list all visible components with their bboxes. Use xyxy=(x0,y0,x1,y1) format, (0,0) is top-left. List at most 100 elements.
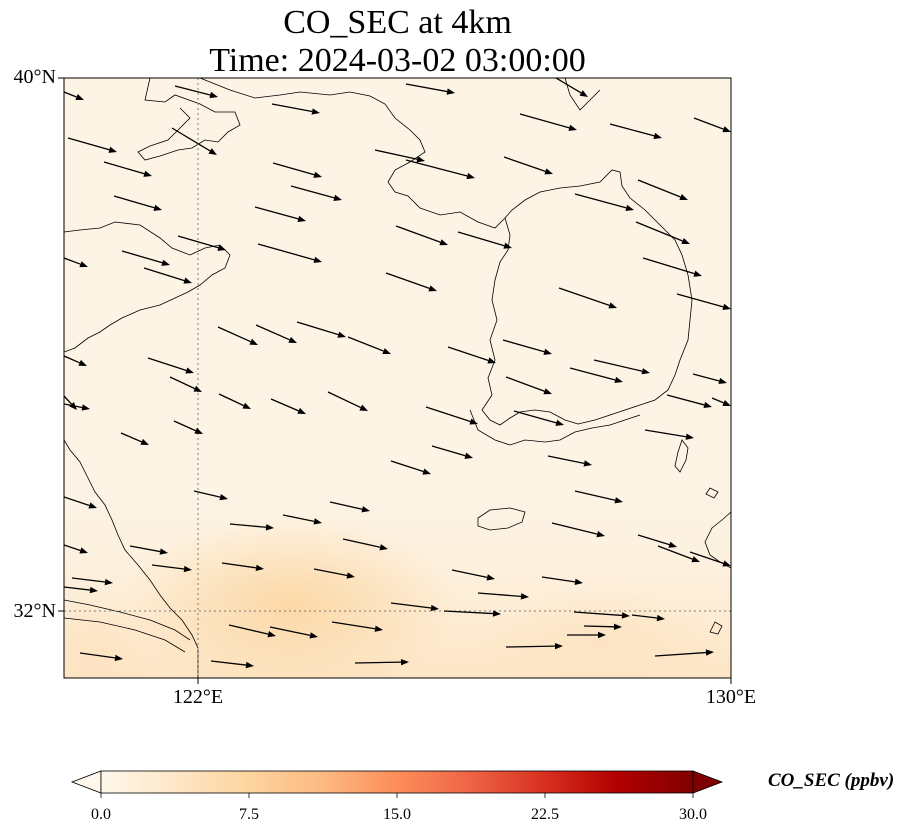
wind-arrow xyxy=(635,221,690,244)
map-title-line2: Time: 2024-03-02 03:00:00 xyxy=(209,42,586,79)
wind-arrow xyxy=(567,631,606,639)
coastline-shandong xyxy=(64,221,231,353)
wind-arrow xyxy=(693,117,731,133)
coastline-yellow-sea-north xyxy=(564,78,601,111)
wind-arrow xyxy=(443,610,501,617)
wind-arrow xyxy=(666,394,712,409)
wind-arrow xyxy=(477,592,529,600)
wind-arrow xyxy=(113,195,162,211)
wind-arrow xyxy=(64,91,84,100)
wind-arrow xyxy=(631,614,665,622)
wind-arrow xyxy=(331,621,383,632)
colorbar-tick-0: 0.0 xyxy=(91,806,111,823)
colorbar-extend-min xyxy=(70,770,102,794)
wind-arrow xyxy=(676,293,731,310)
wind-arrow xyxy=(574,193,634,211)
coastline-yangtze-estuary xyxy=(64,599,191,653)
wind-arrow xyxy=(329,501,370,513)
colorbar-tick-15: 15.0 xyxy=(383,806,411,823)
wind-arrow xyxy=(270,398,306,414)
wind-arrow xyxy=(374,149,425,163)
wind-arrow xyxy=(644,429,694,440)
wind-arrow xyxy=(451,569,495,581)
wind-arrow xyxy=(654,649,714,657)
wind-arrow xyxy=(519,113,577,131)
wind-arrow xyxy=(257,243,322,263)
wind-arrow xyxy=(129,545,168,555)
colorbar-extend-max xyxy=(692,770,724,794)
wind-arrow xyxy=(502,339,552,355)
wind-arrow xyxy=(296,321,346,338)
wind-vectors xyxy=(64,78,731,669)
wind-arrow xyxy=(151,564,192,573)
wind-arrow xyxy=(395,225,448,246)
wind-arrow xyxy=(210,660,254,669)
wind-arrow xyxy=(217,326,258,345)
colorbar-title: CO_SEC (ppbv) xyxy=(768,770,895,791)
wind-arrow xyxy=(505,642,563,650)
wind-arrow xyxy=(177,235,226,251)
wind-arrow xyxy=(64,586,98,594)
wind-arrow xyxy=(221,562,264,572)
wind-arrow xyxy=(169,376,202,392)
wind-arrow xyxy=(574,490,623,504)
wind-arrow xyxy=(271,103,320,115)
wind-arrow xyxy=(689,551,731,567)
wind-arrow xyxy=(347,336,391,355)
wind-arrow xyxy=(385,272,437,292)
wind-arrow xyxy=(313,568,355,579)
wind-arrow xyxy=(711,397,731,406)
wind-arrow xyxy=(64,257,88,268)
wind-arrow xyxy=(64,496,97,509)
gridlines xyxy=(64,78,731,678)
wind-arrow xyxy=(390,602,439,612)
wind-arrow xyxy=(272,162,322,178)
wind-arrow xyxy=(431,445,473,459)
wind-arrow xyxy=(64,355,87,366)
wind-arrow xyxy=(447,346,496,364)
wind-arrow xyxy=(254,206,306,222)
wind-arrow xyxy=(79,652,123,662)
wind-arrow xyxy=(67,137,117,153)
wind-arrow xyxy=(218,393,251,409)
colorbar-tick-22-5: 22.5 xyxy=(531,806,559,823)
wind-arrow xyxy=(405,83,455,95)
wind-arrow xyxy=(642,257,702,277)
wind-arrow xyxy=(505,376,552,395)
coastline-jiangsu xyxy=(64,439,199,678)
wind-arrow xyxy=(193,490,228,501)
co-field xyxy=(64,78,731,678)
wind-arrow xyxy=(637,534,677,548)
wind-arrow xyxy=(569,367,623,384)
wind-arrow xyxy=(327,391,368,411)
wind-arrow xyxy=(342,538,388,551)
wind-arrow xyxy=(390,460,431,475)
wind-arrow xyxy=(573,611,630,619)
coastline-liaoning xyxy=(137,78,241,161)
coastline-korea-south xyxy=(469,409,641,446)
wind-arrow xyxy=(405,159,475,180)
wind-arrow xyxy=(269,626,318,639)
lat-label-32n: 32°N xyxy=(13,600,56,622)
lon-label-122e: 122°E xyxy=(172,686,224,708)
island-tsushima xyxy=(674,439,689,473)
coastline-korea-west xyxy=(481,217,579,426)
wind-arrow xyxy=(354,658,409,666)
wind-arrow xyxy=(121,250,170,266)
wind-arrow xyxy=(555,78,588,97)
wind-arrow xyxy=(583,623,622,630)
wind-arrow xyxy=(103,161,152,177)
map-title-line1: CO_SEC at 4km xyxy=(283,4,512,41)
wind-arrow xyxy=(290,185,342,201)
wind-arrow xyxy=(147,357,194,374)
wind-arrow xyxy=(637,179,688,200)
island-jeju xyxy=(477,507,526,531)
wind-arrow xyxy=(120,432,149,445)
wind-arrow xyxy=(229,523,274,531)
map-frame xyxy=(63,77,732,679)
colorbar-tick-30: 30.0 xyxy=(679,806,707,823)
wind-arrow xyxy=(513,410,564,426)
wind-arrow xyxy=(64,544,88,554)
wind-arrow xyxy=(64,403,90,411)
